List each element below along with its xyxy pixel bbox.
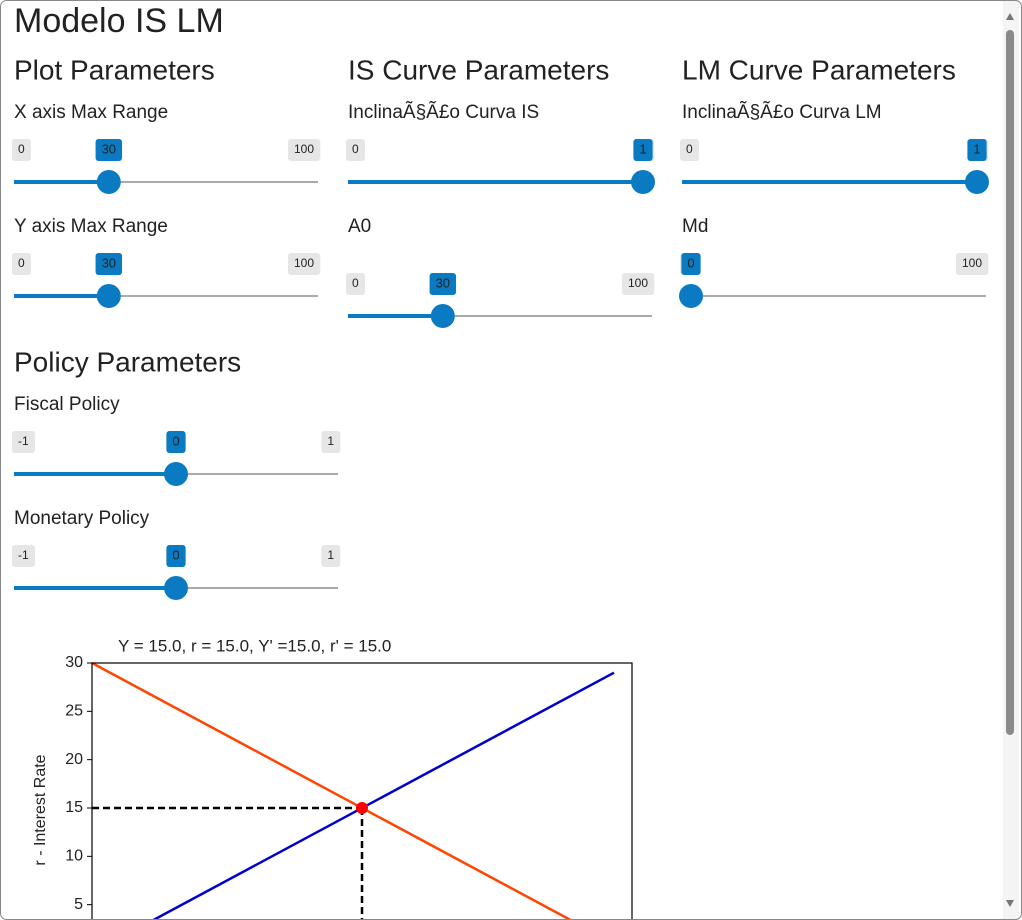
slider-value: 1 xyxy=(639,141,646,156)
slider[interactable]: Monetary Policy xyxy=(14,508,338,600)
section-heading: LM Curve Parameters xyxy=(682,54,956,85)
slider-min: 0 xyxy=(18,256,25,270)
slider-label: InclinaÃ§Ã£o Curva IS xyxy=(348,101,539,123)
scrollbar[interactable] xyxy=(1003,0,1019,920)
slider[interactable]: Fiscal Policy xyxy=(14,394,338,486)
y-tick-label: 25 xyxy=(65,703,83,720)
y-tick-label: 30 xyxy=(65,654,83,671)
slider[interactable]: Md xyxy=(679,216,986,308)
slider-value: 30 xyxy=(102,141,116,156)
slider-value: 1 xyxy=(973,141,980,156)
slider-max: 100 xyxy=(294,142,314,156)
slider-min-bg xyxy=(12,139,31,161)
slider-thumb[interactable] xyxy=(430,304,455,328)
slider-value: 0 xyxy=(172,433,179,448)
slider-max: 100 xyxy=(294,256,314,270)
slider-min: 0 xyxy=(352,142,359,156)
slider-label: A0 xyxy=(348,216,371,237)
slider-value: 0 xyxy=(172,547,179,562)
slider-thumb[interactable] xyxy=(164,576,188,600)
slider-value-bg xyxy=(95,139,123,161)
y-axis-label: r - Interest Rate xyxy=(32,754,49,865)
slider[interactable]: InclinaÃ§Ã£o Curva LM xyxy=(682,101,989,194)
slider-max-bg xyxy=(321,431,341,453)
slider-label: X axis Max Range xyxy=(14,102,168,123)
scrollbar-thumb[interactable] xyxy=(1006,30,1014,735)
y-tick-label: 10 xyxy=(65,848,83,865)
y-tick-label: 15 xyxy=(65,799,83,816)
slider-value-bg xyxy=(95,253,123,275)
y-tick-label: 20 xyxy=(65,751,83,768)
slider-thumb[interactable] xyxy=(631,170,655,194)
slider-min: -1 xyxy=(18,434,29,448)
is-curve xyxy=(91,661,574,920)
slider-label: Monetary Policy xyxy=(14,508,150,529)
lm-curve xyxy=(150,671,615,920)
slider-value-bg xyxy=(429,273,457,295)
slider-label: Fiscal Policy xyxy=(14,394,120,415)
slider-max-bg xyxy=(621,273,655,295)
slider-value-bg xyxy=(681,253,701,275)
slider-value: 30 xyxy=(436,275,450,290)
section-heading: Plot Parameters xyxy=(14,54,215,85)
slider-min: -1 xyxy=(18,548,29,562)
slider[interactable]: A0 xyxy=(348,216,652,328)
slider-thumb[interactable] xyxy=(96,170,121,194)
section-heading: IS Curve Parameters xyxy=(348,54,609,85)
slider-min: 0 xyxy=(352,276,359,290)
slider-value-bg xyxy=(166,431,186,453)
slider-value: 0 xyxy=(687,255,694,270)
slider-min-bg xyxy=(346,139,365,161)
slider-thumb[interactable] xyxy=(96,284,121,308)
slider-min: 0 xyxy=(686,142,693,156)
slider-label: InclinaÃ§Ã£o Curva LM xyxy=(682,101,882,123)
slider-max-bg xyxy=(321,545,341,567)
slider-max: 1 xyxy=(327,548,334,562)
slider-value: 30 xyxy=(102,255,116,270)
slider-max: 1 xyxy=(327,434,334,448)
slider-max-bg xyxy=(955,253,989,275)
slider[interactable]: InclinaÃ§Ã£o Curva IS xyxy=(348,101,655,194)
plot-frame xyxy=(91,662,633,920)
slider-value-bg xyxy=(166,545,186,567)
page-title: Modelo IS LM xyxy=(14,2,224,40)
slider-min-bg xyxy=(346,273,365,295)
plot-title: Y = 15.0, r = 15.0, Y' =15.0, r' = 15.0 xyxy=(118,636,391,655)
slider-label: Y axis Max Range xyxy=(14,216,168,237)
section-heading: Policy Parameters xyxy=(14,346,241,377)
slider-max-bg xyxy=(287,139,321,161)
slider-thumb[interactable] xyxy=(164,462,188,486)
slider-min-bg xyxy=(12,253,31,275)
slider-value-bg xyxy=(967,139,987,161)
slider-max-bg xyxy=(287,253,321,275)
slider-thumb[interactable] xyxy=(679,284,703,308)
slider[interactable]: Y axis Max Range xyxy=(14,216,318,308)
slider-thumb[interactable] xyxy=(965,170,989,194)
scroll-down-arrow[interactable] xyxy=(1006,900,1014,907)
y-tick-label: 5 xyxy=(74,896,83,913)
slider-max: 100 xyxy=(962,256,982,270)
slider-label: Md xyxy=(682,216,708,237)
slider-value-bg xyxy=(633,139,653,161)
slider[interactable]: X axis Max Range xyxy=(14,102,318,194)
slider-min: 0 xyxy=(18,142,25,156)
equilibrium-point xyxy=(356,802,368,814)
slider-min-bg xyxy=(12,545,35,567)
slider-min-bg xyxy=(12,431,35,453)
slider-min-bg xyxy=(680,139,699,161)
slider-max: 100 xyxy=(628,276,648,290)
scroll-up-arrow[interactable] xyxy=(1006,13,1014,20)
